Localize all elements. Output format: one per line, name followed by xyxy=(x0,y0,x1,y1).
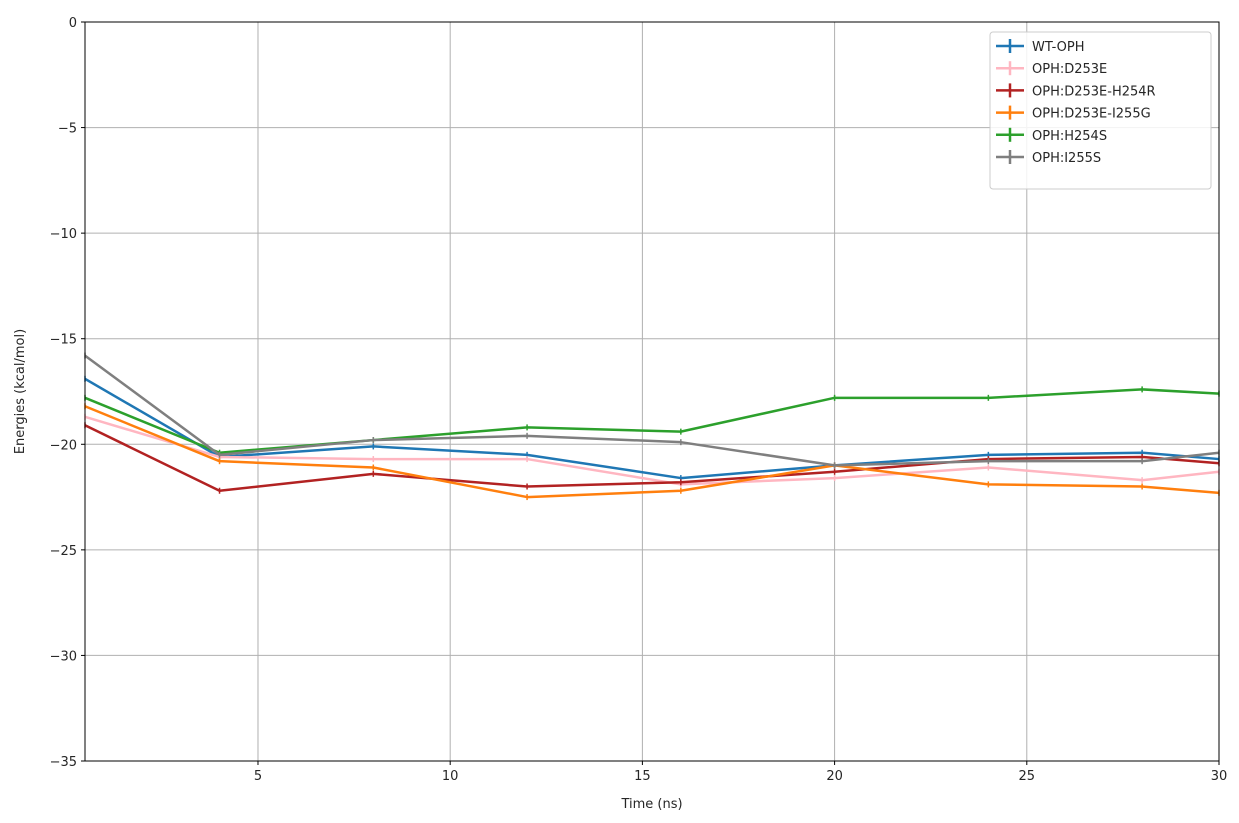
x-tick-label: 20 xyxy=(826,769,843,784)
legend-item: OPH:H254S xyxy=(996,127,1107,144)
x-tick-label: 25 xyxy=(1019,769,1036,784)
x-tick-label: 30 xyxy=(1211,769,1228,784)
legend-item: OPH:D253E xyxy=(996,61,1107,77)
legend-label: OPH:I255S xyxy=(1032,151,1101,166)
plot-frame xyxy=(84,21,1220,762)
legend-item: OPH:D253E-I255G xyxy=(996,105,1151,122)
legend-label: OPH:D253E-H254R xyxy=(1032,84,1156,99)
y-tick-label: −5 xyxy=(58,122,77,137)
legend-box xyxy=(989,31,1212,190)
axis-ticks: 5 10 15 20 25 30 0 −5 −10 −15 −20 −25 −30 −35 xyxy=(50,16,1228,784)
y-axis-label: Energies (kcal/mol) xyxy=(13,329,28,454)
legend-item: OPH:D253E-H254R xyxy=(996,83,1156,99)
x-tick-label: 15 xyxy=(634,769,651,784)
y-tick-label: −35 xyxy=(50,755,77,770)
x-tick-label: 10 xyxy=(442,769,459,784)
legend-label: WT-OPH xyxy=(1032,40,1085,55)
legend-item: OPH:I255S xyxy=(996,150,1101,166)
y-tick-label: −30 xyxy=(50,649,77,664)
y-tick-label: 0 xyxy=(69,16,77,31)
legend-label: OPH:D253E-I255G xyxy=(1032,107,1151,122)
legend-label: OPH:D253E xyxy=(1032,62,1107,77)
x-tick-label: 5 xyxy=(254,769,262,784)
y-tick-label: −10 xyxy=(50,227,77,242)
series-layer xyxy=(84,352,1220,501)
legend-label: OPH:H254S xyxy=(1032,129,1107,144)
y-tick-label: −25 xyxy=(50,544,77,559)
legend-item: WT-OPH xyxy=(996,39,1085,55)
y-tick-label: −15 xyxy=(50,333,77,348)
legend: WT-OPH OPH:D253E OPH:D253E-H254R OPH:D253E-… xyxy=(989,31,1212,190)
y-tick-label: −20 xyxy=(50,438,77,453)
x-axis-label: Time (ns) xyxy=(620,797,682,812)
